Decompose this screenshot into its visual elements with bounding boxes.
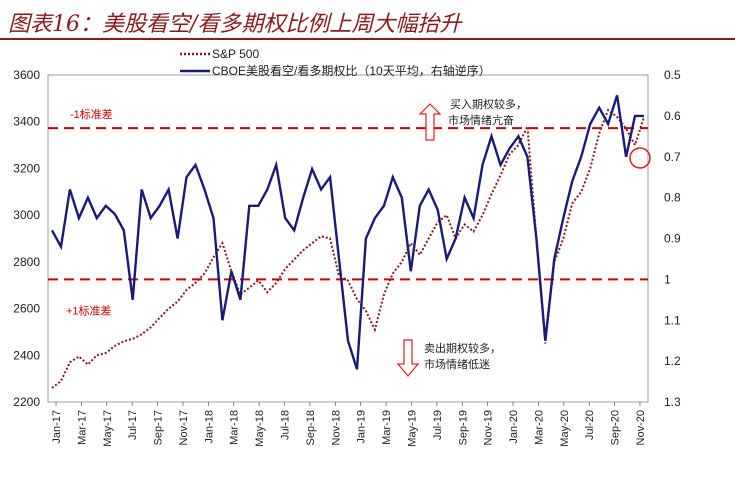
- x-tick-label: Mar-18: [229, 410, 241, 445]
- y-left-tick-label: 3200: [13, 161, 40, 175]
- y-right-tick-label: 1.3: [664, 395, 681, 409]
- x-tick-label: Jul-20: [584, 410, 596, 440]
- x-tick-label: Nov-18: [330, 410, 342, 445]
- x-tick-label: Jan-20: [508, 410, 520, 444]
- y-axis-right: 0.5 0.6 0.7 0.8 0.9 1 1.1 1.2 1.3: [664, 68, 681, 409]
- x-tick-label: Jul-18: [280, 410, 292, 440]
- y-left-tick-label: 2200: [13, 395, 40, 409]
- y-left-tick-label: 2600: [13, 302, 40, 316]
- y-right-tick-label: 0.9: [664, 232, 681, 246]
- x-tick-label: May-20: [559, 410, 571, 447]
- x-tick-label: Sep-17: [153, 410, 165, 445]
- figure-title: 图表16：美股看空/看多期权比例上周大幅抬升: [8, 12, 462, 37]
- x-tick-label: Mar-20: [533, 410, 545, 445]
- x-axis: Jan-17 Mar-17 May-17 Jul-17 Sep-17 Nov-17 Jan-…: [51, 402, 647, 447]
- y-right-tick-label: 1: [664, 272, 671, 286]
- x-tick-label: Sep-19: [457, 410, 469, 445]
- y-right-tick-label: 0.5: [664, 68, 681, 82]
- x-tick-label: Nov-19: [483, 410, 495, 445]
- series-cboe-line: [50, 95, 644, 370]
- y-right-tick-label: 1.1: [664, 313, 681, 327]
- x-tick-label: May-17: [102, 410, 114, 447]
- y-left-tick-label: 3400: [13, 115, 40, 129]
- y-left-tick-label: 2800: [13, 255, 40, 269]
- x-tick-label: May-18: [254, 410, 266, 447]
- buy-note-line-1: 买入期权较多，: [450, 97, 527, 111]
- y-axis-left: 2200 2400 2600 2800 3000 3200 3400 3600: [13, 68, 40, 409]
- x-tick-label: May-19: [406, 410, 418, 447]
- y-left-tick-label: 3000: [13, 208, 40, 222]
- x-tick-label: Sep-18: [305, 410, 317, 445]
- sell-note-line-1: 卖出期权较多，: [424, 341, 501, 355]
- legend-cboe-label: CBOE美股看空/看多期权比（10天平均，右轴逆序）: [212, 63, 491, 78]
- up-arrow-icon: [418, 103, 442, 141]
- x-tick-label: Nov-20: [635, 410, 647, 445]
- down-arrow-icon: [396, 339, 420, 377]
- y-right-tick-label: 0.7: [664, 150, 681, 164]
- x-tick-label: Sep-20: [610, 410, 622, 445]
- x-tick-label: Nov-17: [178, 410, 190, 445]
- x-tick-label: Mar-19: [381, 410, 393, 445]
- sell-note-line-2: 市场情绪低迷: [424, 357, 490, 371]
- y-right-tick-label: 0.6: [664, 109, 681, 123]
- band-label-plus-1sd: +1标准差: [66, 303, 112, 317]
- y-right-tick-label: 1.2: [664, 354, 681, 368]
- x-tick-label: Jul-17: [127, 410, 139, 440]
- plot-frame: [47, 74, 649, 403]
- latest-highlight-circle: [629, 147, 651, 169]
- x-tick-label: Jan-19: [356, 410, 368, 444]
- band-label-minus-1sd: -1标准差: [70, 107, 113, 121]
- y-right-tick-label: 0.8: [664, 191, 681, 205]
- x-tick-label: Jan-18: [203, 410, 215, 444]
- buy-note-line-2: 市场情绪亢奋: [448, 113, 514, 127]
- series-sp500-line: [51, 108, 645, 389]
- x-tick-label: Mar-17: [76, 410, 88, 445]
- y-left-tick-label: 3600: [13, 68, 40, 82]
- x-tick-label: Jul-19: [432, 410, 444, 440]
- title-rule: [0, 38, 735, 40]
- x-tick-label: Jan-17: [51, 410, 63, 444]
- y-left-tick-label: 2400: [13, 348, 40, 362]
- legend-sp500-label: S&P 500: [212, 47, 259, 61]
